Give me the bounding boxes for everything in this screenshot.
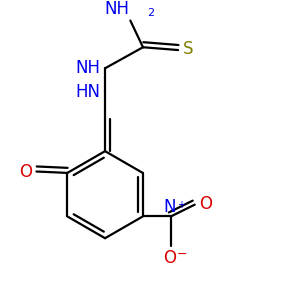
Text: −: − [177,248,188,261]
Text: 2: 2 [147,8,154,18]
Text: HN: HN [76,83,101,101]
Text: NH: NH [104,0,129,18]
Text: S: S [183,40,193,58]
Text: NH: NH [76,59,101,77]
Text: O: O [199,195,212,213]
Text: O: O [163,249,176,267]
Text: O: O [19,163,32,181]
Text: +: + [177,200,185,210]
Text: N: N [164,198,176,216]
